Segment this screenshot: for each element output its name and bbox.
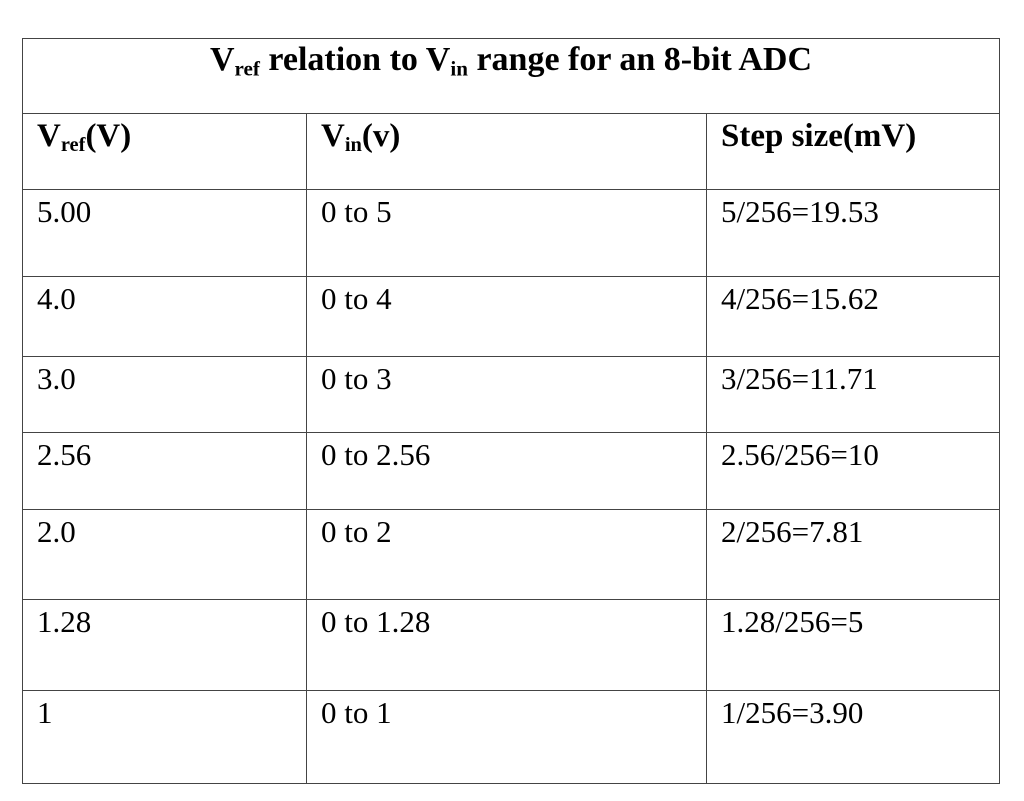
header-cell: Step size(mV) [705,113,1001,190]
data-cell: 1 [22,690,307,784]
table-title: Vref relation to Vin range for an 8-bit … [21,38,1001,114]
data-cell: 4.0 [22,276,307,357]
title-subscript: ref [234,56,260,81]
title-text: relation to V [268,41,451,78]
data-cell: 2.0 [22,509,307,600]
data-row: 3.0 0 to 3 3/256=11.71 [22,356,1001,433]
data-row: 5.00 0 to 5 5/256=19.53 [22,189,1001,277]
data-cell: 0 to 3 [306,356,707,433]
vref-table: Vref relation to Vin range for an 8-bit … [21,38,1001,784]
data-cell: 5.00 [22,189,307,277]
data-row: 4.0 0 to 4 4/256=15.62 [22,276,1001,357]
data-cell: 2.56 [22,432,307,510]
data-cell: 2/256=7.81 [705,509,1001,600]
data-cell: 3.0 [22,356,307,433]
title-subscript: in [450,56,468,81]
data-row: 2.56 0 to 2.56 2.56/256=10 [22,432,1001,510]
header-cell: Vref(V) [22,113,307,190]
data-cell: 0 to 1.28 [306,599,707,691]
data-cell: 3/256=11.71 [705,356,1001,433]
data-cell: 1.28 [22,599,307,691]
title-row: Vref relation to Vin range for an 8-bit … [21,38,1001,114]
data-cell: 0 to 1 [306,690,707,784]
data-cell: 1.28/256=5 [705,599,1001,691]
header-text: (V) [85,118,132,154]
data-cell: 5/256=19.53 [705,189,1001,277]
data-row: 2.0 0 to 2 2/256=7.81 [22,509,1001,600]
data-cell: 2.56/256=10 [705,432,1001,510]
data-cell: 1/256=3.90 [705,690,1001,784]
title-text: range for an 8-bit ADC [476,41,813,78]
data-cell: 0 to 5 [306,189,707,277]
header-text: V [37,118,61,154]
header-cell: Vin(v) [306,113,707,190]
title-text: V [209,41,235,78]
data-cell: 0 to 2 [306,509,707,600]
header-row: Vref(V) Vin(v) Step size(mV) [22,113,1001,190]
header-subscript: ref [60,134,86,157]
data-row: 1.28 0 to 1.28 1.28/256=5 [22,599,1001,691]
header-text: (v) [361,118,401,154]
data-cell: 0 to 4 [306,276,707,357]
data-cell: 4/256=15.62 [705,276,1001,357]
header-subscript: in [344,134,362,157]
header-text: V [321,118,345,154]
data-cell: 0 to 2.56 [306,432,707,510]
header-text: Step size(mV) [721,118,917,154]
